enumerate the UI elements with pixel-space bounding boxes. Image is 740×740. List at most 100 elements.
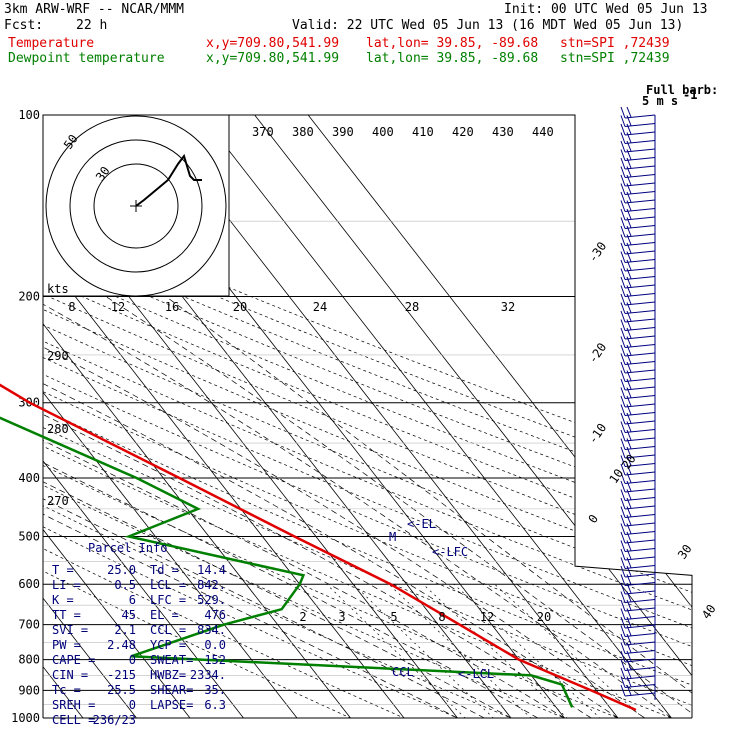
isotherm-label: 40	[699, 602, 719, 622]
parcel-info-value: 842.	[197, 578, 226, 592]
wind-barb-staff	[624, 573, 656, 578]
barb-legend-superscript: -1	[683, 88, 697, 102]
pressure-label: 800	[18, 653, 40, 667]
parcel-info-key: SVI =	[52, 623, 88, 637]
wind-barb-flag	[626, 259, 632, 271]
moist-adiabat	[43, 296, 645, 718]
dry-adiabat	[43, 115, 692, 718]
dry-adiabat	[43, 115, 692, 718]
pressure-label: 400	[18, 471, 40, 485]
wind-barb-flag	[626, 574, 632, 585]
wind-barb-flag	[626, 429, 632, 441]
wind-barb-staff	[624, 650, 656, 654]
wind-barb-staff	[624, 463, 656, 467]
isotherm-line	[43, 115, 147, 718]
wind-barb-flag	[620, 115, 626, 127]
wind-barb-staff	[624, 386, 656, 391]
parcel-info-value: 529.	[197, 593, 226, 607]
wind-barb-flag	[620, 327, 626, 340]
wind-barb-staff	[624, 225, 656, 229]
wind-barb-staff	[624, 471, 656, 476]
parcel-info-title: Parcel Info	[88, 541, 167, 555]
wind-barb-flag	[620, 429, 626, 442]
wind-barb-staff	[624, 616, 656, 620]
parcel-info-value: 25.0	[107, 563, 136, 577]
isotherm-label: 20	[619, 452, 639, 472]
wind-barb-flag	[626, 489, 632, 500]
wind-barb-staff	[624, 191, 656, 195]
wind-barb-staff	[624, 131, 656, 136]
parcel-info-key: LCL =	[150, 578, 186, 592]
wind-barb-staff	[624, 624, 656, 629]
dry-adiabat	[43, 115, 692, 718]
pressure-label: 500	[18, 529, 40, 543]
model-title: 3km ARW-WRF -- NCAR/MMM	[4, 2, 185, 17]
wind-barb-flag	[626, 608, 632, 619]
parcel-info-value: 476	[204, 608, 226, 622]
wind-barb-staff	[624, 378, 656, 382]
wind-barb-staff	[624, 361, 656, 365]
wind-barb-flag	[626, 361, 632, 373]
wind-barb-staff	[624, 140, 656, 144]
wind-barb-flag	[626, 523, 632, 534]
wind-barb-flag	[626, 591, 632, 602]
wind-barb-flag	[620, 446, 626, 459]
wind-barb-flag	[620, 531, 626, 544]
wind-barb-flag	[620, 370, 626, 382]
wind-barb-flag	[620, 200, 626, 212]
wind-barb-flag	[620, 276, 626, 289]
wind-barb-flag	[620, 106, 626, 119]
wind-barb-flag	[626, 132, 632, 143]
wind-barb-staff	[624, 488, 656, 493]
parcel-info-value: -215	[107, 668, 136, 682]
wind-barb-flag	[620, 684, 626, 697]
wind-barb-flag	[620, 548, 626, 561]
wind-barb-staff	[624, 403, 656, 408]
wind-barb-staff	[624, 310, 656, 314]
wind-barb-staff	[624, 301, 656, 306]
wind-barb-flag	[626, 302, 632, 313]
wind-barb-flag	[620, 608, 626, 620]
pressure-label: 600	[18, 577, 40, 591]
wind-barb-flag	[620, 438, 626, 450]
wind-barb-flag	[626, 293, 632, 305]
el-annotation: <-EL	[407, 517, 436, 531]
wind-barb-flag	[620, 132, 626, 144]
isotherm-line	[43, 115, 201, 718]
wind-barb-flag	[626, 336, 632, 347]
parcel-info-value: 834.	[197, 623, 226, 637]
wind-barb-flag	[620, 310, 626, 323]
barb-legend-line1: Full barb:	[646, 83, 718, 97]
wind-barb-staff	[624, 318, 656, 323]
wind-barbs: Full barb:5 m s -1	[620, 83, 718, 700]
wind-barb-flag	[620, 489, 626, 501]
wind-barb-flag	[620, 191, 626, 204]
wind-barb-flag	[620, 421, 626, 433]
wind-barb-flag	[626, 684, 632, 696]
mixing-ratio-line	[388, 583, 545, 718]
wind-barb-staff	[624, 675, 656, 680]
parcel-info-key: CCL =	[150, 623, 186, 637]
hodograph-ring-label: 50	[61, 132, 81, 152]
parcel-info-value: 152	[204, 653, 226, 667]
wind-barb-staff	[624, 242, 656, 246]
wind-barb-flag	[620, 268, 626, 280]
pressure-label: 1000	[11, 711, 40, 725]
forecast-hour: 22 h	[76, 18, 108, 33]
wind-barb-flag	[620, 302, 626, 314]
wind-barb-flag	[626, 251, 632, 262]
wind-barb-staff	[624, 233, 656, 238]
hodograph: 50 30 kts	[45, 115, 227, 297]
parcel-info-key: LFC =	[150, 593, 186, 607]
hodograph-ring	[69, 139, 203, 273]
dry-adiabat	[43, 115, 692, 718]
wind-barb-flag	[626, 395, 632, 407]
wind-barb-staff	[624, 174, 656, 178]
m-annotation: M	[389, 530, 396, 544]
wind-barb-flag	[626, 149, 632, 160]
wind-barb-staff	[624, 284, 656, 289]
wind-barb-flag	[626, 667, 632, 679]
dry-adiabat	[43, 115, 692, 718]
isotherm-label: 10	[606, 466, 626, 486]
isotherm-label: -10	[585, 421, 609, 447]
